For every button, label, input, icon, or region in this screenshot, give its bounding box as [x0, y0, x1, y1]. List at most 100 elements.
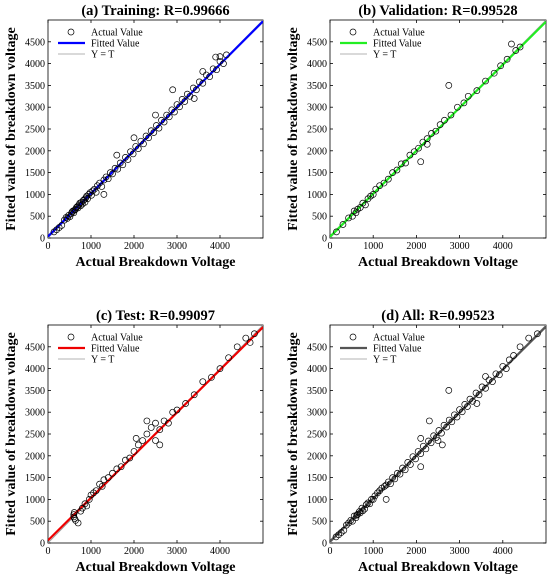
chart-1-point: [190, 95, 198, 102]
chart-4-point: [352, 514, 360, 522]
chart-1-point: [181, 98, 189, 105]
chart-4-point: [464, 403, 471, 410]
chart-1: (a) Training: R=0.99666 0 1000 2000 3000 4000…: [4, 3, 264, 270]
chart-1-point: [81, 198, 89, 206]
chart-2-point: [482, 77, 489, 85]
chart-4-point: [394, 469, 401, 477]
chart-1-legend-identity: Y = T: [91, 50, 114, 61]
chart-1-legend-fitted: Fitted Value: [91, 39, 140, 50]
chart-4-xtick-label: 4000: [493, 546, 513, 557]
chart-1-point: [137, 137, 145, 145]
chart-2-legend-marker-actual: [349, 28, 357, 36]
chart-4-ytick-label: 3000: [307, 408, 327, 419]
chart-1-point: [77, 202, 85, 210]
chart-1-point: [130, 134, 138, 142]
chart-1-point: [88, 191, 95, 199]
chart-1-point: [186, 92, 194, 100]
chart-1-xtick-label: 4000: [210, 241, 230, 252]
chart-1-point: [134, 145, 142, 152]
chart-4-point: [362, 501, 370, 508]
chart-4-point: [473, 400, 481, 407]
chart-3-point: [199, 378, 207, 386]
chart-1-ytick-label: 1500: [25, 168, 45, 179]
chart-4-point: [422, 445, 430, 453]
chart-1-point: [84, 195, 91, 203]
chart-1-point: [193, 86, 200, 94]
chart-1-point: [153, 122, 160, 129]
chart-1-point: [223, 51, 230, 59]
chart-4-point: [368, 496, 375, 503]
chart-4-point: [391, 475, 399, 483]
chart-3-point: [152, 419, 159, 427]
chart-2-point: [490, 69, 498, 77]
chart-2-point: [333, 228, 340, 236]
chart-1-ytick-label: 1000: [25, 190, 45, 201]
chart-1-ytick-label: 500: [30, 212, 45, 223]
chart-2-point: [473, 87, 481, 94]
chart-3-point: [165, 419, 172, 427]
chart-3-point: [139, 437, 146, 444]
chart-2-point: [384, 175, 392, 183]
chart-3-ytick-label: 4500: [25, 342, 45, 353]
chart-1-point: [216, 58, 224, 65]
chart-2-point: [362, 201, 369, 209]
chart-1-point: [220, 60, 227, 67]
chart-3-plot-area: [48, 325, 263, 543]
chart-4-xtick-label: 2000: [406, 546, 426, 557]
chart-1-legend-marker-actual: [67, 28, 75, 36]
chart-3-point: [83, 502, 91, 510]
chart-1-point: [113, 151, 121, 159]
chart-3-point: [98, 482, 106, 490]
chart-3-xtick-label: 0: [46, 546, 51, 557]
chart-4-point: [427, 439, 435, 447]
chart-4-point: [374, 489, 381, 497]
chart-4-point: [387, 480, 394, 488]
chart-3-xtick-label: 1000: [81, 546, 101, 557]
chart-3-point: [109, 469, 116, 477]
chart-2-point: [445, 82, 453, 89]
chart-4-point: [407, 461, 414, 468]
chart-4-point: [485, 376, 493, 384]
chart-3-legend-identity: Y = T: [91, 355, 114, 366]
chart-2-point: [345, 214, 352, 222]
chart-2-legend-fitted: Fitted Value: [373, 39, 422, 50]
chart-3-point: [156, 441, 164, 449]
chart-3-point: [113, 465, 121, 473]
chart-4-ytick-label: 500: [312, 517, 327, 528]
chart-3-point: [182, 400, 189, 407]
chart-2-ytick-label: 500: [312, 212, 327, 223]
chart-3-ytick-label: 500: [30, 517, 45, 528]
chart-4-point: [525, 334, 533, 342]
chart-2-xtick-label: 2000: [406, 241, 426, 252]
chart-1-point: [75, 201, 83, 209]
chart-1-xtick-label: 3000: [167, 241, 187, 252]
chart-3-point: [122, 456, 129, 464]
chart-2-point: [406, 151, 414, 159]
chart-4-point: [453, 413, 461, 421]
chart-1-point: [124, 156, 132, 163]
chart-2-point: [447, 111, 455, 119]
chart-3-point: [208, 373, 215, 381]
chart-4-point: [419, 442, 427, 450]
chart-4-ytick-label: 1000: [307, 495, 327, 506]
chart-3-ytick-label: 1000: [25, 495, 45, 506]
chart-4-point: [438, 441, 446, 449]
chart-3-point: [173, 406, 181, 414]
chart-3-point: [104, 474, 112, 481]
chart-2-point: [393, 166, 401, 174]
chart-1-point: [160, 118, 168, 126]
chart-4-ytick-label: 1500: [307, 473, 327, 484]
chart-3-ylabel: Fitted value of breakdown voltage: [4, 332, 19, 536]
chart-1-point: [171, 108, 178, 116]
chart-4-xtick-label: 3000: [450, 546, 470, 557]
chart-2-point: [423, 140, 431, 148]
chart-1-point: [80, 196, 88, 203]
chart-4-point: [438, 429, 445, 437]
chart-4-xtick-label: 0: [328, 546, 333, 557]
chart-2-xlabel: Actual Breakdown Voltage: [358, 255, 518, 270]
chart-3: (c) Test: R=0.99097 0 1000 2000 3000 4000 0 500…: [4, 308, 264, 575]
chart-3-point: [169, 408, 177, 416]
chart-2-point: [497, 62, 504, 70]
